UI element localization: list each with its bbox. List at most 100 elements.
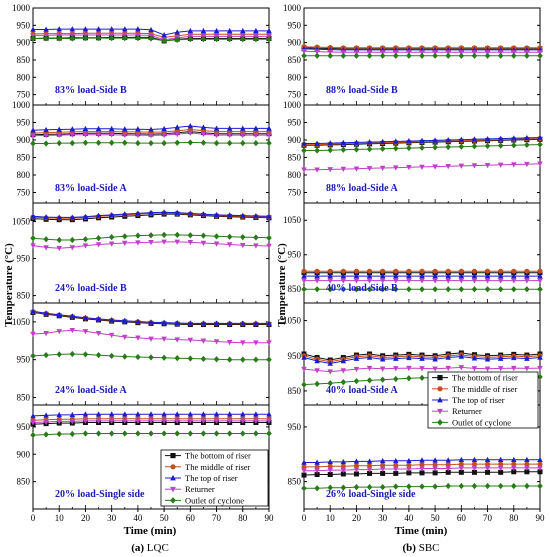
caption-b-letter: (b) bbox=[403, 542, 417, 554]
data-point-returner bbox=[253, 243, 259, 249]
data-point-returner bbox=[327, 278, 333, 284]
legend-marker bbox=[170, 497, 176, 504]
legend-item-top: The top of riser bbox=[165, 473, 238, 483]
data-point-top bbox=[471, 355, 478, 361]
data-point-returner bbox=[135, 240, 141, 246]
y-tick-label: 750 bbox=[288, 90, 302, 100]
data-point-cyclone bbox=[135, 430, 141, 437]
data-point-top bbox=[213, 211, 220, 218]
series-cyclone bbox=[30, 430, 272, 439]
data-point-returner bbox=[226, 242, 233, 248]
data-point-returner bbox=[353, 166, 360, 172]
data-point-middle bbox=[353, 463, 359, 469]
legend-marker bbox=[170, 453, 176, 459]
data-point-top bbox=[393, 273, 399, 279]
data-point-cyclone bbox=[200, 430, 207, 437]
data-point-bottom bbox=[406, 470, 412, 476]
data-point-cyclone bbox=[406, 375, 412, 382]
data-point-middle bbox=[471, 461, 477, 467]
legend-marker bbox=[437, 419, 443, 426]
x-axis-label-right: Time (min) bbox=[395, 525, 448, 537]
data-point-cyclone bbox=[95, 35, 102, 42]
data-point-top bbox=[266, 320, 272, 326]
data-point-cyclone bbox=[148, 232, 154, 239]
data-point-cyclone bbox=[353, 483, 360, 491]
series-top bbox=[301, 273, 543, 279]
data-point-returner bbox=[43, 330, 49, 337]
x-tick-label: 10 bbox=[55, 513, 65, 523]
data-point-top bbox=[135, 26, 141, 32]
data-point-returner bbox=[301, 366, 307, 373]
data-point-cyclone bbox=[200, 232, 207, 239]
data-point-returner bbox=[161, 132, 167, 139]
legend-item-bottom: The bottom of riser bbox=[432, 373, 518, 383]
data-point-middle bbox=[327, 463, 333, 469]
y-tick-label: 850 bbox=[17, 55, 31, 65]
legend-marker bbox=[170, 464, 176, 470]
data-point-returner bbox=[95, 418, 102, 424]
legend-item-cyclone: Outlet of cyclone bbox=[165, 495, 244, 505]
data-point-top bbox=[187, 320, 194, 326]
y-tick-label: 900 bbox=[17, 38, 31, 48]
data-point-returner bbox=[327, 167, 333, 173]
series-top bbox=[30, 26, 272, 38]
data-point-cyclone bbox=[213, 356, 220, 363]
data-point-top bbox=[174, 209, 180, 215]
data-point-bottom bbox=[393, 470, 399, 476]
caption-a-text: LQC bbox=[144, 542, 169, 554]
data-point-cyclone bbox=[161, 430, 167, 437]
data-point-cyclone bbox=[95, 352, 102, 359]
data-point-middle bbox=[498, 268, 504, 274]
data-point-top bbox=[30, 127, 36, 133]
data-point-cyclone bbox=[95, 139, 102, 146]
data-point-top bbox=[226, 212, 233, 218]
data-point-cyclone bbox=[226, 233, 233, 240]
data-point-middle bbox=[380, 462, 386, 468]
data-point-cyclone bbox=[30, 352, 36, 360]
data-point-cyclone bbox=[445, 482, 451, 490]
data-point-bottom bbox=[524, 469, 530, 475]
data-point-returner bbox=[524, 278, 530, 284]
data-point-returner bbox=[314, 167, 320, 173]
x-tick-label: 20 bbox=[81, 513, 91, 523]
data-point-cyclone bbox=[419, 374, 425, 382]
data-point-cyclone bbox=[340, 52, 347, 59]
y-tick-label: 850 bbox=[17, 291, 31, 301]
data-point-cyclone bbox=[340, 484, 347, 491]
data-point-returner bbox=[353, 278, 360, 284]
data-point-top bbox=[314, 459, 320, 465]
data-point-cyclone bbox=[327, 286, 333, 293]
data-point-cyclone bbox=[174, 430, 180, 437]
data-point-cyclone bbox=[266, 36, 272, 43]
data-point-cyclone bbox=[314, 52, 320, 59]
data-point-cyclone bbox=[148, 430, 154, 437]
data-point-top bbox=[69, 411, 76, 418]
data-point-top bbox=[445, 273, 451, 279]
data-point-cyclone bbox=[253, 356, 259, 363]
data-point-cyclone bbox=[511, 142, 517, 149]
data-point-cyclone bbox=[511, 482, 517, 490]
data-point-cyclone bbox=[266, 430, 272, 437]
data-point-returner bbox=[406, 278, 412, 284]
data-point-top bbox=[266, 411, 272, 417]
data-point-top bbox=[393, 355, 399, 361]
x-tick-label: 30 bbox=[107, 513, 117, 523]
data-point-top bbox=[497, 135, 504, 141]
data-point-cyclone bbox=[379, 52, 386, 59]
data-point-middle bbox=[393, 462, 399, 468]
data-point-top bbox=[200, 320, 207, 326]
data-point-cyclone bbox=[379, 286, 386, 293]
data-point-returner bbox=[56, 329, 62, 335]
caption-b: (b) SBC bbox=[403, 542, 440, 554]
data-point-top bbox=[353, 355, 360, 361]
data-point-returner bbox=[314, 49, 320, 55]
data-point-top bbox=[419, 355, 425, 361]
series-cyclone bbox=[301, 286, 543, 293]
data-point-middle bbox=[432, 462, 438, 468]
data-point-top bbox=[122, 211, 128, 217]
legend-marker bbox=[437, 386, 443, 392]
data-point-returner bbox=[266, 340, 272, 346]
caption-a-letter: (a) bbox=[131, 542, 144, 554]
data-point-cyclone bbox=[122, 430, 128, 437]
